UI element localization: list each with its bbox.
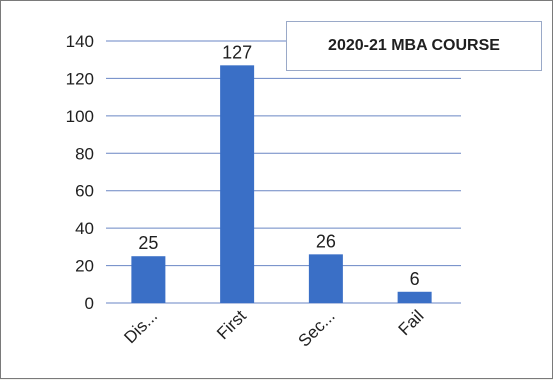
y-tick-label: 60 [75,182,94,201]
y-tick-label: 20 [75,257,94,276]
data-label: 127 [222,42,252,62]
bars [131,65,432,303]
y-tick-label: 80 [75,144,94,163]
bar-dis [131,256,166,303]
data-label: 26 [316,231,336,251]
y-tick-label: 40 [75,219,94,238]
x-axis-categories: Dis... First Sec... Fail [120,306,427,350]
x-category-label: First [213,306,250,343]
y-tick-label: 0 [85,294,94,313]
x-category-label: Dis... [120,306,161,347]
x-category-label: Fail [395,306,428,339]
data-labels: 25 127 26 6 [138,42,419,288]
y-tick-label: 120 [66,69,94,88]
data-label: 6 [410,269,420,289]
bar-first [220,65,255,303]
data-label: 25 [138,233,158,253]
bar-fail [397,291,432,303]
bar-sec [308,254,343,303]
y-tick-label: 100 [66,107,94,126]
y-tick-label: 140 [66,32,94,51]
x-category-label: Sec... [295,306,339,350]
y-axis-ticks: 0 20 40 60 80 100 120 140 [66,32,94,313]
chart-title: 2020-21 MBA COURSE [286,21,542,71]
